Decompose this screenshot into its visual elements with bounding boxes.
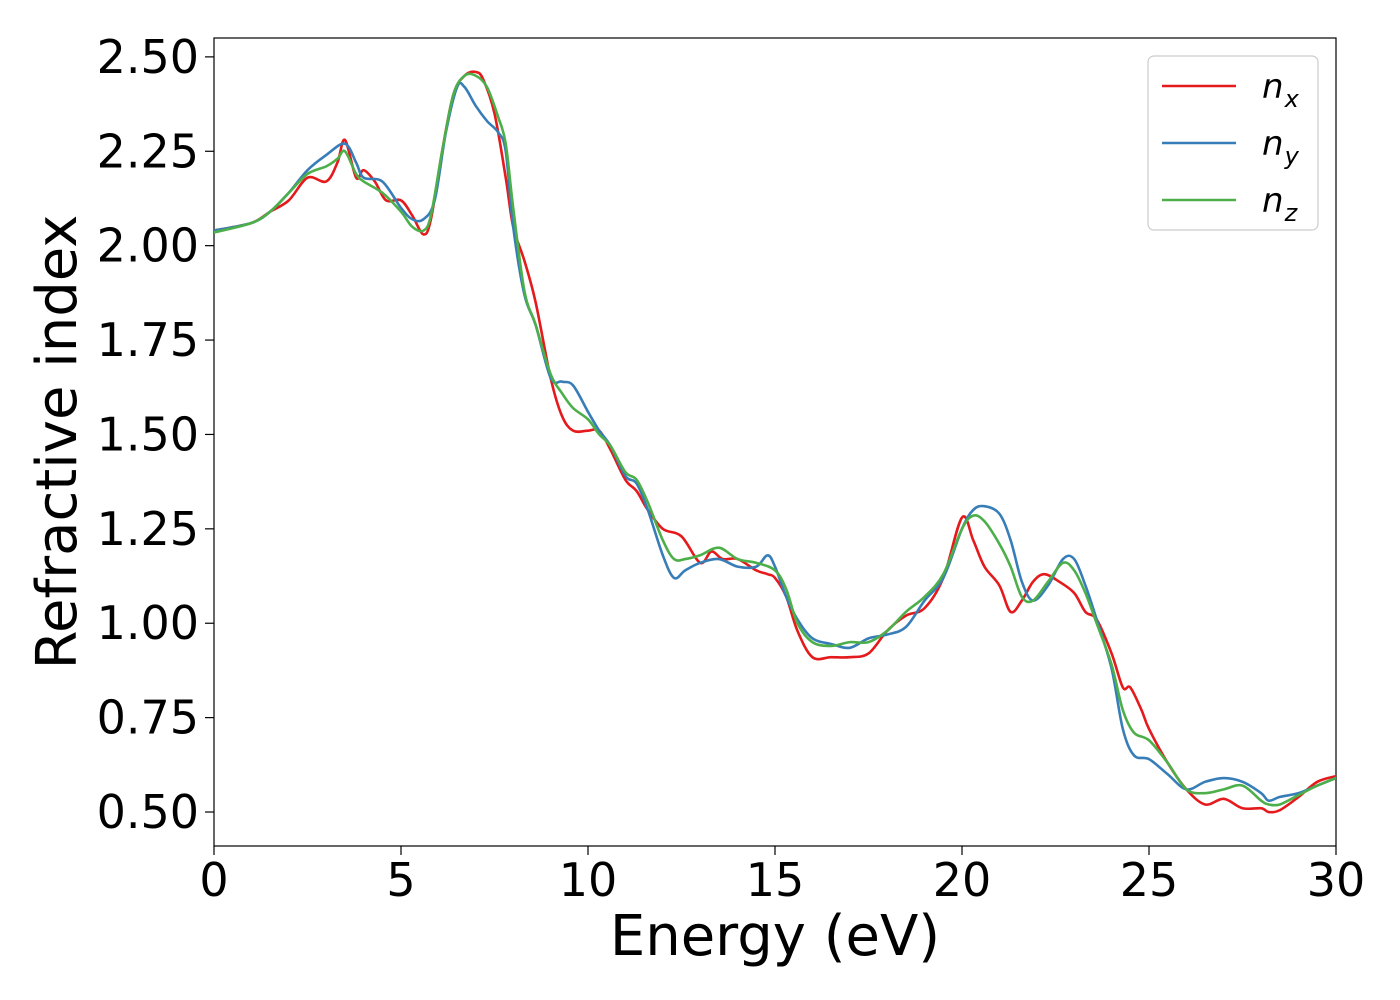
y-tick-label: 0.50 bbox=[97, 785, 199, 839]
x-tick-label: 30 bbox=[1307, 853, 1366, 907]
y-axis-ticks: 0.50 0.75 1.00 1.25 1.50 1.75 2.00 2.25 2.50 bbox=[97, 30, 214, 839]
y-tick-label: 2.25 bbox=[97, 124, 199, 178]
series-line-nz bbox=[214, 72, 1336, 807]
y-tick-label: 2.50 bbox=[97, 30, 199, 84]
y-tick-label: 0.75 bbox=[97, 691, 199, 745]
y-tick-label: 2.00 bbox=[97, 219, 199, 273]
x-axis-ticks: 0 5 10 15 20 25 30 bbox=[199, 846, 1365, 907]
x-tick-label: 5 bbox=[386, 853, 415, 907]
y-tick-label: 1.50 bbox=[97, 407, 199, 461]
series-line-nx bbox=[214, 70, 1336, 814]
series-layer bbox=[214, 70, 1336, 814]
legend-label: ny bbox=[1262, 124, 1300, 170]
legend-label: nx bbox=[1262, 67, 1300, 113]
y-tick-label: 1.00 bbox=[97, 596, 199, 650]
y-tick-label: 1.75 bbox=[97, 313, 199, 367]
x-axis-label: Energy (eV) bbox=[610, 904, 940, 969]
x-tick-label: 25 bbox=[1120, 853, 1179, 907]
x-tick-label: 15 bbox=[746, 853, 805, 907]
x-tick-label: 10 bbox=[559, 853, 618, 907]
legend-label: nz bbox=[1262, 181, 1299, 227]
x-tick-label: 0 bbox=[199, 853, 228, 907]
y-axis-label: Refractive index bbox=[25, 215, 90, 670]
x-tick-label: 20 bbox=[933, 853, 992, 907]
y-tick-label: 1.25 bbox=[97, 502, 199, 556]
legend: nx ny nz bbox=[1147, 55, 1319, 231]
